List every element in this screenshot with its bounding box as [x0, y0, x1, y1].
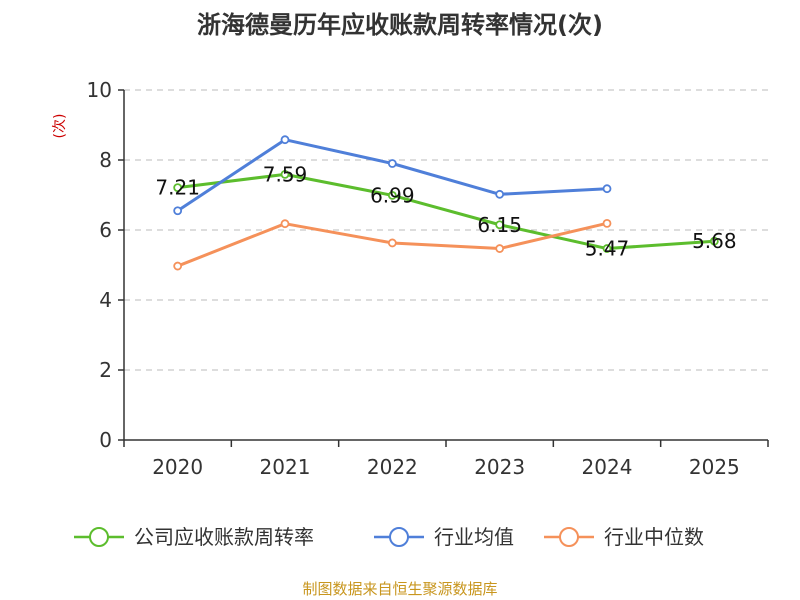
point-s1-2022 [387, 159, 397, 168]
x-tick-label-2025: 2025 [689, 455, 740, 479]
point-s1-2023 [495, 189, 505, 199]
x-tick-label-2021: 2021 [260, 455, 311, 479]
data-label-2021: 7.59 [263, 162, 308, 186]
series-lines [173, 135, 719, 271]
point-s0-2020 [173, 183, 183, 193]
legend-label: 行业中位数 [604, 525, 704, 549]
y-tick-label: 10 [87, 78, 112, 102]
data-label-2023: 6.15 [477, 213, 522, 237]
data-labels: 7.21 7.59 6.99 6.15 5.47 5.68 [155, 162, 736, 260]
y-axis-label: (次) [52, 114, 68, 139]
y-tick-label: 0 [99, 428, 112, 452]
data-label-2020: 7.21 [155, 176, 200, 200]
data-label-2024: 5.47 [585, 237, 630, 261]
point-s0-2025 [709, 236, 719, 246]
point-s1-2021 [280, 135, 290, 145]
point-s0-2023 [495, 220, 505, 230]
legend-marker [89, 527, 109, 547]
legend-label: 公司应收账款周转率 [134, 525, 314, 549]
legend-item-0[interactable]: 公司应收账款周转率 [74, 525, 314, 549]
chart-title: 浙海德曼历年应收账款周转率情况(次) [197, 11, 603, 39]
point-s2-2024 [602, 218, 612, 228]
y-tick-label: 2 [99, 358, 112, 382]
legend-item-2[interactable]: 行业中位数 [544, 525, 704, 549]
point-s0-2021 [280, 169, 290, 179]
y-tick-label: 8 [99, 148, 112, 172]
x-tick-label-2024: 2024 [582, 455, 633, 479]
point-s1-2020 [173, 206, 183, 216]
point-s2-2023 [495, 244, 505, 253]
point-s2-2022 [387, 238, 397, 248]
legend-item-1[interactable]: 行业均值 [374, 525, 514, 549]
series-line-0 [177, 172, 715, 251]
grid [124, 89, 768, 371]
y-tick-label: 4 [99, 288, 112, 312]
point-s0-2022 [387, 190, 397, 200]
data-label-2022: 6.99 [370, 183, 415, 207]
source-note: 制图数据来自恒生聚源数据库 [302, 580, 497, 598]
data-label-2025: 5.68 [692, 229, 737, 253]
point-s2-2021 [280, 219, 290, 229]
legend: 公司应收账款周转率 行业均值 行业中位数 [74, 525, 704, 549]
legend-label: 行业均值 [434, 525, 514, 549]
x-tick-label-2023: 2023 [474, 455, 525, 479]
axes: 0 2 4 6 8 10 2020 2021 2022 2023 2024 2025 [87, 78, 769, 479]
point-s1-2024 [602, 184, 612, 194]
legend-marker [559, 527, 579, 547]
legend-marker [389, 527, 409, 547]
point-s2-2020 [173, 261, 183, 271]
y-tick-label: 6 [99, 218, 112, 242]
x-tick-label-2022: 2022 [367, 455, 418, 479]
point-s0-2024 [602, 244, 612, 253]
x-tick-label-2020: 2020 [152, 455, 203, 479]
